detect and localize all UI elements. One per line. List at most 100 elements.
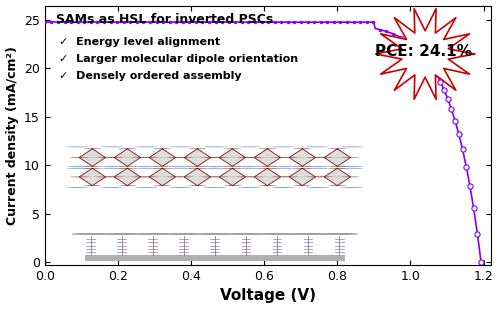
Circle shape bbox=[153, 166, 172, 167]
Polygon shape bbox=[184, 168, 210, 186]
Circle shape bbox=[66, 166, 90, 167]
Text: ✓  Densely ordered assembly: ✓ Densely ordered assembly bbox=[60, 71, 242, 81]
Point bbox=[126, 19, 134, 24]
Circle shape bbox=[134, 166, 158, 167]
Circle shape bbox=[342, 157, 359, 158]
Circle shape bbox=[105, 157, 124, 158]
Circle shape bbox=[166, 157, 184, 158]
Circle shape bbox=[100, 187, 124, 188]
Text: ✓  Larger molecular dipole orientation: ✓ Larger molecular dipole orientation bbox=[60, 54, 298, 64]
Point bbox=[440, 87, 448, 92]
Circle shape bbox=[153, 185, 172, 186]
Circle shape bbox=[70, 157, 88, 158]
Circle shape bbox=[306, 146, 330, 147]
Polygon shape bbox=[114, 149, 140, 166]
Polygon shape bbox=[324, 149, 350, 166]
Circle shape bbox=[245, 157, 264, 158]
Circle shape bbox=[83, 185, 102, 186]
Point bbox=[396, 34, 404, 39]
Point bbox=[74, 19, 82, 24]
Circle shape bbox=[238, 187, 261, 188]
Circle shape bbox=[203, 187, 226, 188]
Point bbox=[152, 19, 160, 24]
Circle shape bbox=[140, 157, 158, 158]
Circle shape bbox=[169, 187, 192, 188]
Point bbox=[382, 29, 390, 34]
Circle shape bbox=[118, 166, 137, 167]
Circle shape bbox=[118, 185, 137, 186]
Point bbox=[350, 20, 358, 25]
Point bbox=[238, 20, 246, 25]
Point bbox=[232, 20, 239, 25]
Circle shape bbox=[305, 233, 322, 234]
Circle shape bbox=[233, 233, 249, 234]
Point bbox=[198, 20, 206, 25]
Polygon shape bbox=[219, 168, 246, 186]
Circle shape bbox=[223, 185, 242, 186]
Circle shape bbox=[169, 166, 192, 167]
Circle shape bbox=[296, 157, 309, 158]
Point bbox=[133, 19, 141, 24]
Polygon shape bbox=[219, 149, 246, 166]
Circle shape bbox=[340, 166, 363, 167]
Circle shape bbox=[118, 233, 135, 234]
Point bbox=[172, 19, 180, 24]
Circle shape bbox=[188, 166, 206, 167]
Circle shape bbox=[272, 166, 295, 167]
Point bbox=[67, 19, 75, 24]
Circle shape bbox=[328, 185, 346, 186]
Circle shape bbox=[274, 233, 290, 234]
Circle shape bbox=[175, 157, 194, 158]
Point bbox=[451, 118, 459, 123]
Circle shape bbox=[66, 187, 90, 188]
Point bbox=[87, 19, 95, 24]
Point bbox=[429, 66, 437, 71]
Point bbox=[192, 20, 200, 25]
Circle shape bbox=[280, 157, 298, 158]
Circle shape bbox=[293, 185, 312, 186]
Circle shape bbox=[134, 187, 158, 188]
Polygon shape bbox=[376, 9, 474, 99]
Point bbox=[310, 20, 318, 25]
Point bbox=[432, 72, 440, 77]
Circle shape bbox=[86, 157, 99, 158]
Circle shape bbox=[121, 157, 134, 158]
Circle shape bbox=[272, 157, 289, 158]
Point bbox=[179, 19, 187, 24]
Circle shape bbox=[210, 157, 229, 158]
Circle shape bbox=[202, 157, 220, 158]
Circle shape bbox=[236, 157, 254, 158]
Text: PCE: 24.1%: PCE: 24.1% bbox=[375, 44, 472, 59]
Point bbox=[264, 20, 272, 25]
Text: ✓  Energy level alignment: ✓ Energy level alignment bbox=[60, 36, 220, 47]
Point bbox=[146, 19, 154, 24]
Point bbox=[410, 44, 418, 49]
Circle shape bbox=[226, 157, 239, 158]
Circle shape bbox=[78, 233, 94, 234]
Circle shape bbox=[96, 157, 114, 158]
Circle shape bbox=[261, 157, 274, 158]
Point bbox=[113, 19, 121, 24]
Polygon shape bbox=[289, 149, 316, 166]
Point bbox=[94, 19, 102, 24]
Point bbox=[48, 19, 56, 24]
Circle shape bbox=[83, 166, 102, 167]
Point bbox=[414, 47, 422, 52]
Polygon shape bbox=[324, 168, 350, 186]
Circle shape bbox=[326, 233, 342, 234]
Circle shape bbox=[331, 157, 344, 158]
Polygon shape bbox=[149, 168, 176, 186]
Point bbox=[297, 20, 305, 25]
Circle shape bbox=[203, 146, 226, 147]
Polygon shape bbox=[184, 149, 210, 166]
Circle shape bbox=[238, 146, 261, 147]
Circle shape bbox=[272, 146, 295, 147]
Circle shape bbox=[150, 233, 166, 234]
Point bbox=[159, 19, 167, 24]
Circle shape bbox=[340, 146, 363, 147]
Point bbox=[166, 19, 173, 24]
Point bbox=[60, 19, 68, 24]
Point bbox=[205, 20, 213, 25]
Point bbox=[470, 206, 478, 211]
Point bbox=[140, 19, 147, 24]
